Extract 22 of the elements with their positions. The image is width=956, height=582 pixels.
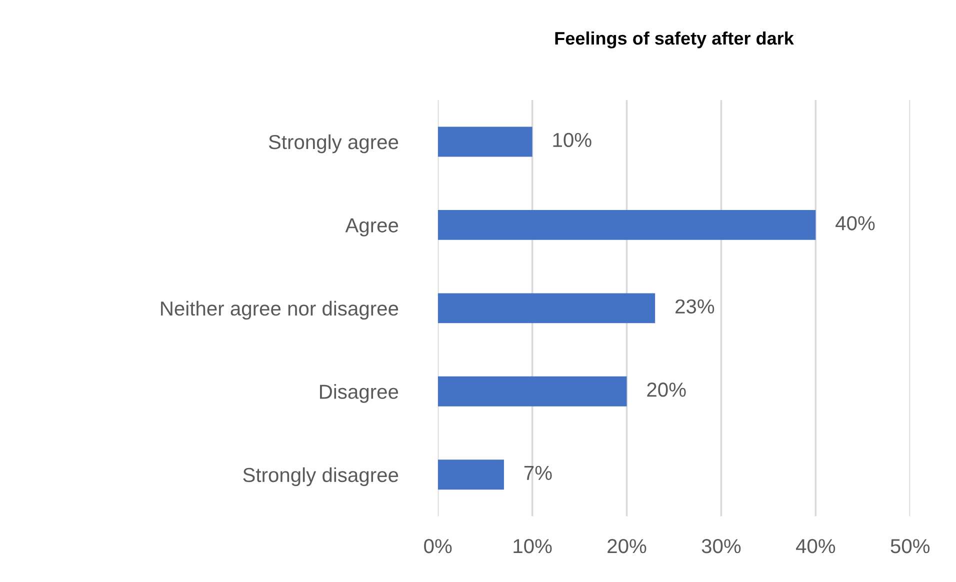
- bar: [438, 293, 656, 324]
- data-label: 7%: [524, 466, 552, 480]
- y-tick-label: Strongly agree: [268, 134, 398, 154]
- y-tick-label: Strongly disagree: [243, 467, 398, 486]
- data-label: 20%: [647, 382, 686, 397]
- bar: [438, 126, 532, 157]
- y-tick-label: Neither agree nor disagree: [161, 300, 398, 320]
- x-tick-label: 20%: [608, 538, 646, 554]
- data-label: 40%: [836, 216, 875, 230]
- y-tick-label: Disagree: [320, 384, 398, 403]
- y-tick-label: Agree: [345, 218, 398, 236]
- bar: [438, 376, 627, 406]
- x-tick-label: 10%: [514, 538, 552, 554]
- bar: [438, 210, 816, 240]
- x-tick-label: 50%: [890, 538, 930, 554]
- bar: [438, 460, 504, 490]
- x-tick-label: 0%: [424, 538, 452, 554]
- data-label: 23%: [676, 299, 714, 314]
- x-tick-label: 40%: [796, 538, 836, 554]
- chart-title: Feelings of safety after dark: [555, 31, 794, 48]
- x-tick-label: 30%: [702, 538, 741, 554]
- data-label: 10%: [553, 132, 592, 148]
